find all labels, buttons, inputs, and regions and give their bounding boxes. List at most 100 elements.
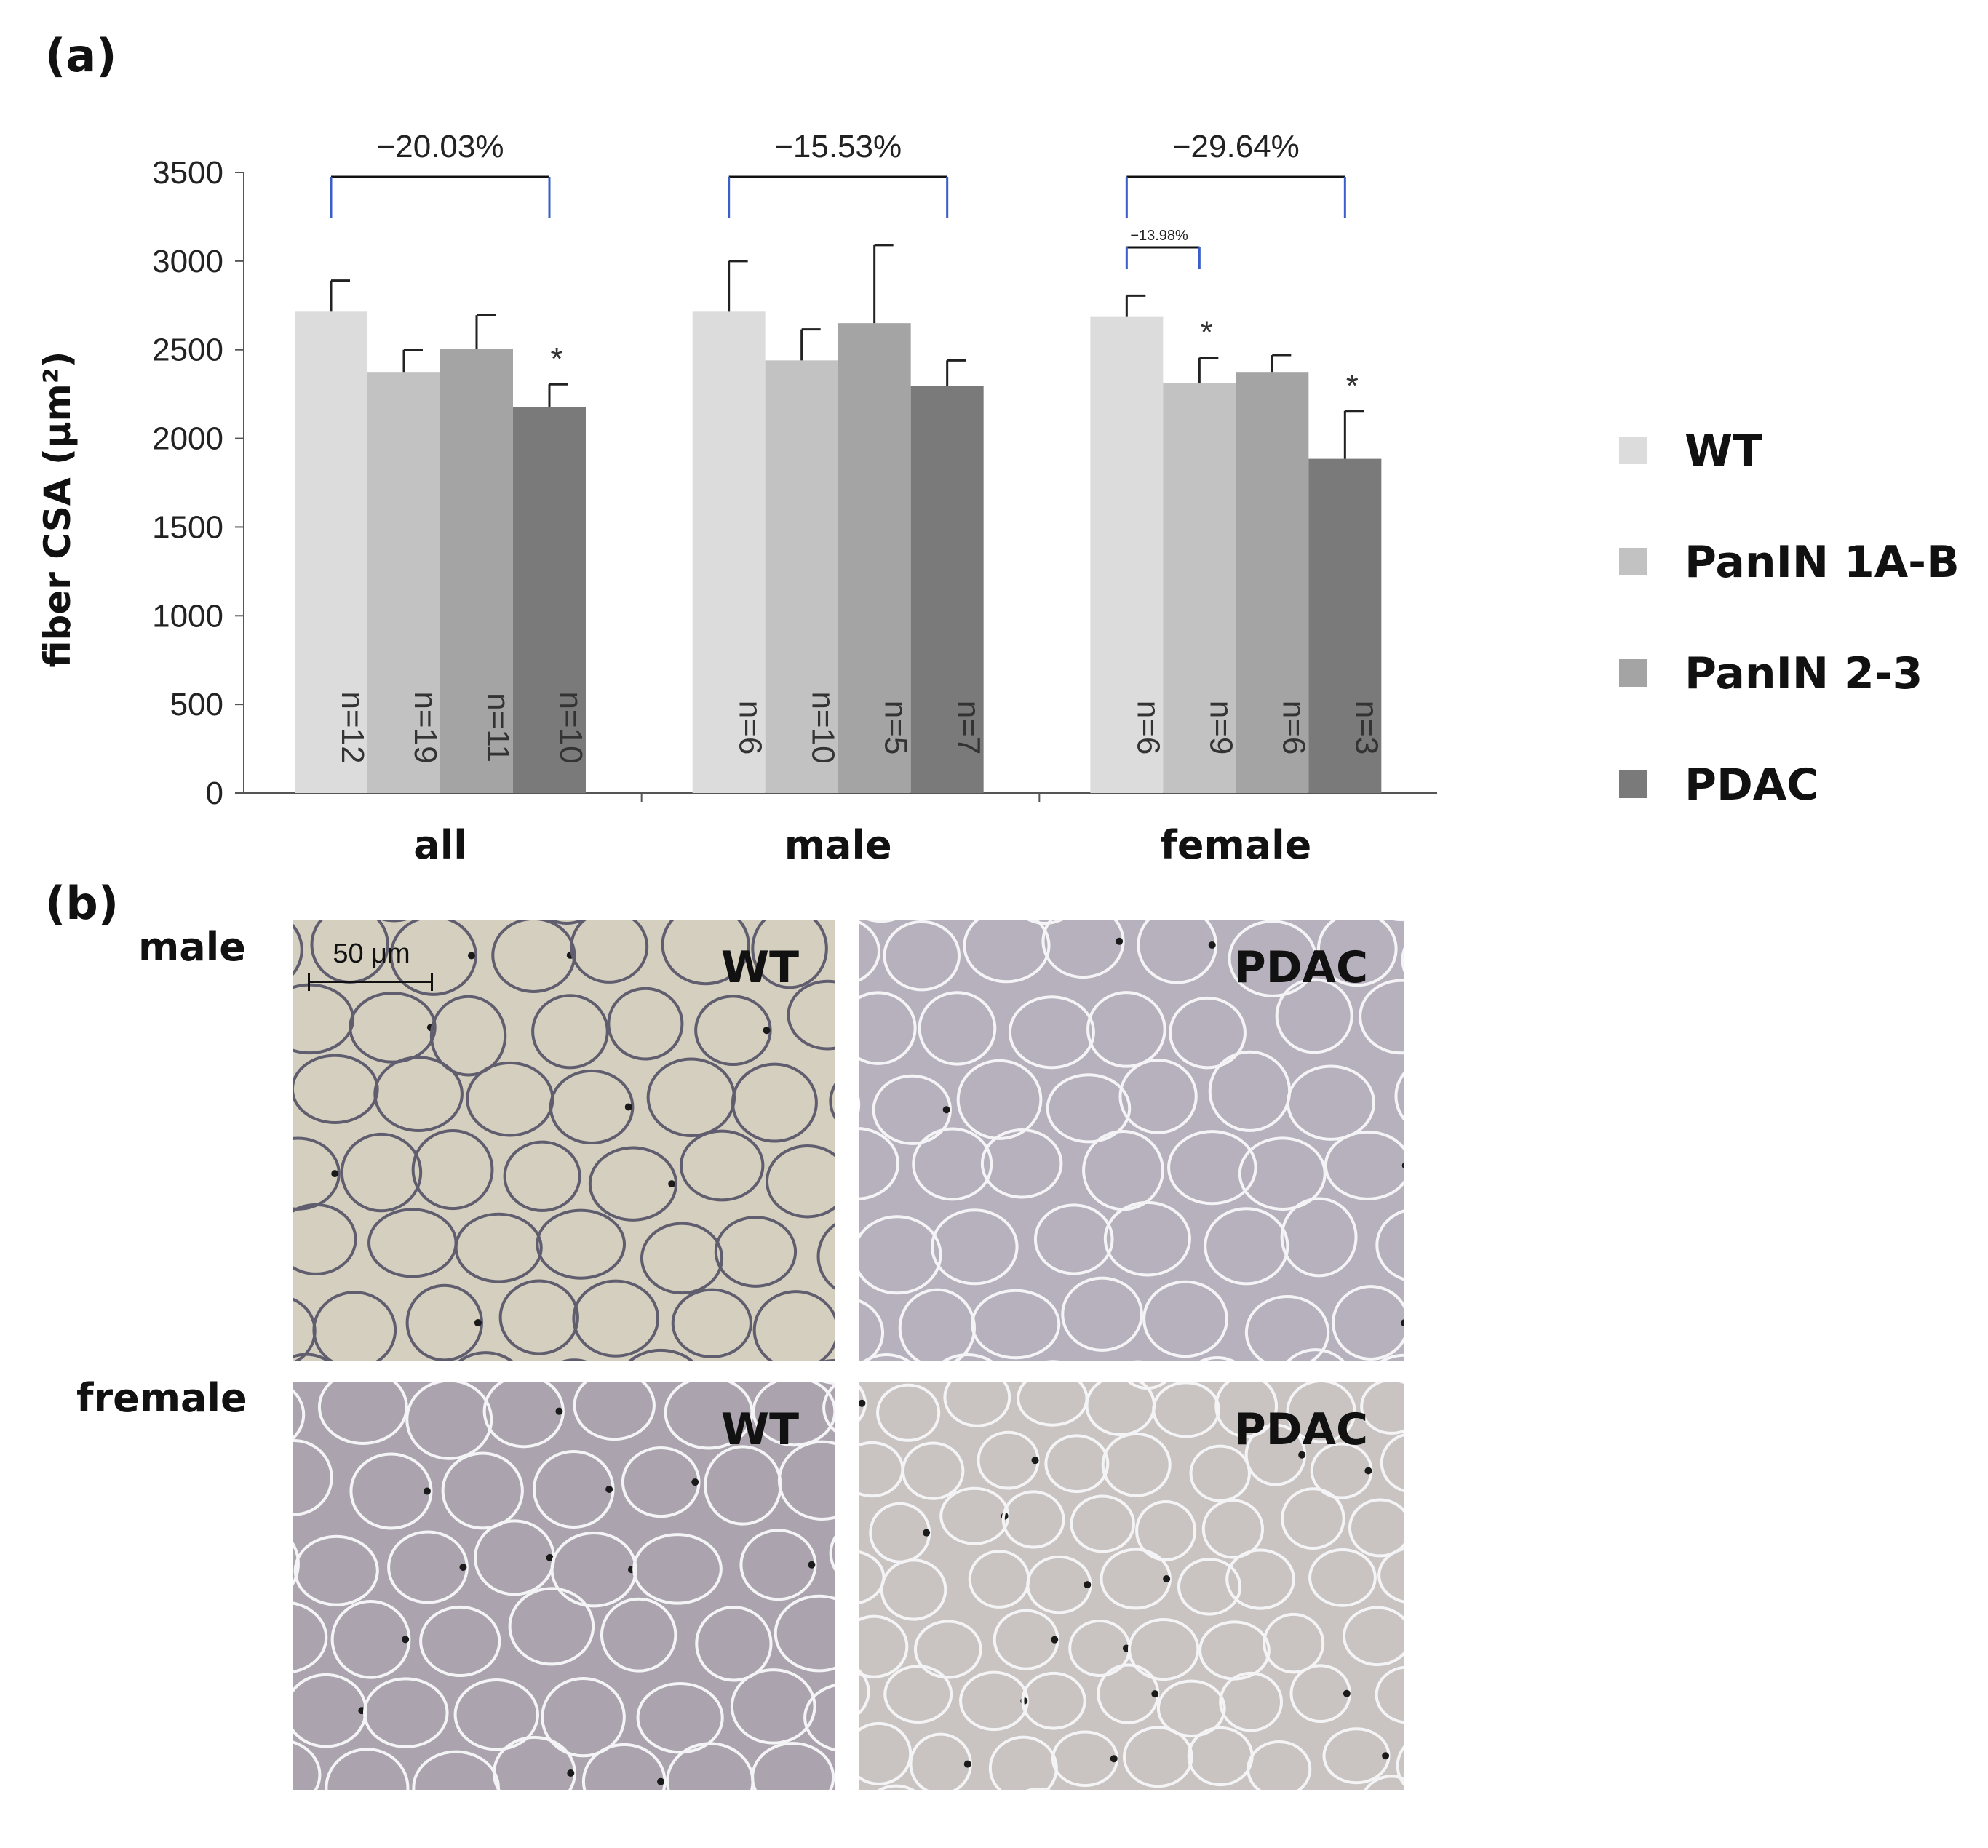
bar bbox=[765, 360, 838, 793]
muscle-fiber bbox=[1142, 1280, 1228, 1358]
significance-mark: * bbox=[1201, 315, 1213, 351]
n-label: n=10 bbox=[806, 691, 841, 763]
n-label: n=7 bbox=[951, 701, 987, 755]
y-tick-label: 0 bbox=[206, 776, 223, 811]
muscle-fiber bbox=[1025, 1788, 1051, 1790]
bracket-leg bbox=[728, 177, 949, 218]
muscle-fiber bbox=[573, 1382, 656, 1441]
y-tick-label: 3000 bbox=[152, 244, 223, 279]
muscle-fiber bbox=[822, 1382, 835, 1433]
muscle-fiber bbox=[803, 1684, 835, 1752]
bar bbox=[838, 323, 911, 794]
muscle-fiber bbox=[1118, 1058, 1198, 1134]
muscle-fiber bbox=[293, 1534, 379, 1606]
muscle-fiber bbox=[1189, 1444, 1251, 1502]
nucleus bbox=[474, 1319, 482, 1327]
scale-bar-label: 50 μm bbox=[333, 939, 410, 969]
muscle-fiber bbox=[1135, 1500, 1197, 1561]
nucleus bbox=[467, 952, 475, 960]
muscle-fiber bbox=[931, 1208, 1019, 1286]
muscle-fiber bbox=[317, 1382, 408, 1445]
micrograph-male-wt: 50 μm WT bbox=[293, 920, 835, 1361]
muscle-fiber bbox=[1308, 1548, 1377, 1607]
muscle-fiber bbox=[312, 1291, 397, 1361]
legend-label: PDAC bbox=[1685, 760, 1818, 811]
muscle-fiber bbox=[1027, 920, 1063, 925]
bar bbox=[440, 349, 513, 793]
muscle-fiber bbox=[1061, 1276, 1143, 1352]
muscle-fiber bbox=[1324, 1130, 1404, 1200]
muscle-fiber bbox=[671, 1288, 752, 1359]
nucleus bbox=[1084, 1581, 1092, 1589]
muscle-fiber bbox=[877, 1784, 915, 1790]
muscle-fiber bbox=[1021, 1671, 1086, 1730]
muscle-fiber bbox=[349, 1452, 433, 1530]
muscle-fiber bbox=[453, 1678, 539, 1751]
muscle-fiber bbox=[912, 1127, 993, 1201]
row-label-female: fremale bbox=[76, 1375, 247, 1421]
micrograph-female-pdac: PDAC bbox=[859, 1382, 1404, 1790]
muscle-fiber bbox=[389, 920, 477, 996]
muscle-fiber bbox=[1244, 1295, 1330, 1361]
micrograph-tag: WT bbox=[720, 1404, 799, 1455]
muscle-tissue-image bbox=[293, 1382, 835, 1790]
nucleus bbox=[1343, 1689, 1351, 1697]
bracket-label: −15.53% bbox=[774, 129, 902, 164]
n-label: n=11 bbox=[480, 693, 516, 762]
muscle-fiber bbox=[1364, 1775, 1404, 1790]
nucleus bbox=[923, 1529, 931, 1537]
annotations: * * * −20.03% −15.53% −29.64% −13.98% bbox=[330, 129, 1359, 404]
muscle-fiber bbox=[293, 1439, 333, 1516]
micrograph-male-pdac: PDAC bbox=[859, 920, 1404, 1361]
muscle-fiber bbox=[956, 1059, 1043, 1140]
legend-swatch bbox=[1619, 548, 1647, 575]
muscle-fiber bbox=[1070, 1494, 1135, 1553]
nucleus bbox=[942, 1106, 950, 1114]
muscle-fiber bbox=[859, 1127, 900, 1200]
muscle-fiber bbox=[918, 991, 997, 1066]
muscle-fiber bbox=[562, 1358, 587, 1361]
muscle-fiber bbox=[774, 1594, 835, 1673]
muscle-fiber bbox=[1401, 945, 1404, 974]
comparison-bracket: −29.64% bbox=[1125, 129, 1346, 218]
muscle-fiber bbox=[503, 1140, 581, 1212]
muscle-fiber bbox=[1287, 1348, 1345, 1361]
bar bbox=[692, 311, 766, 794]
y-axis-label: fiber CSA (μm²) bbox=[36, 351, 79, 667]
muscle-fiber bbox=[1332, 1285, 1404, 1361]
muscle-fiber bbox=[777, 1440, 835, 1521]
muscle-fiber bbox=[588, 1146, 678, 1222]
nucleus bbox=[808, 1561, 816, 1569]
muscle-fiber bbox=[1137, 920, 1218, 984]
muscle-fiber bbox=[405, 1283, 483, 1361]
muscle-fiber bbox=[441, 1451, 524, 1530]
micrograph-tag: PDAC bbox=[1233, 942, 1368, 993]
nucleus bbox=[1401, 1319, 1404, 1327]
muscle-tissue-image bbox=[859, 1382, 1404, 1790]
muscle-fiber bbox=[859, 991, 917, 1065]
nucleus bbox=[1163, 1575, 1171, 1583]
muscle-fiber bbox=[1280, 1197, 1358, 1278]
muscle-fiber bbox=[883, 1665, 953, 1724]
bracket-label: −20.03% bbox=[377, 129, 504, 164]
muscle-fiber bbox=[640, 1222, 724, 1295]
bracket-leg bbox=[1125, 177, 1346, 218]
muscle-fiber bbox=[1219, 1671, 1284, 1732]
y-tick-label: 500 bbox=[170, 687, 223, 722]
muscle-fiber bbox=[1214, 1382, 1279, 1438]
legend: WT PanIN 1A-B PanIN 2-3 PDAC bbox=[1619, 426, 1960, 811]
nucleus bbox=[1298, 1451, 1306, 1459]
panel-b-label: (b) bbox=[45, 877, 119, 930]
x-category-label: female bbox=[1160, 822, 1311, 868]
muscle-fiber bbox=[405, 1382, 493, 1460]
bracket-label: −13.98% bbox=[1130, 228, 1188, 244]
muscle-fiber bbox=[600, 1597, 677, 1673]
muscle-fiber bbox=[859, 1215, 942, 1295]
muscle-fiber bbox=[751, 920, 828, 989]
muscle-fiber bbox=[787, 979, 835, 1051]
n-label: n=10 bbox=[553, 691, 589, 763]
muscle-fiber bbox=[411, 1128, 494, 1211]
muscle-fiber bbox=[1348, 1498, 1404, 1558]
muscle-fiber bbox=[581, 1743, 667, 1790]
legend-label: PanIN 1A-B bbox=[1685, 537, 1960, 588]
